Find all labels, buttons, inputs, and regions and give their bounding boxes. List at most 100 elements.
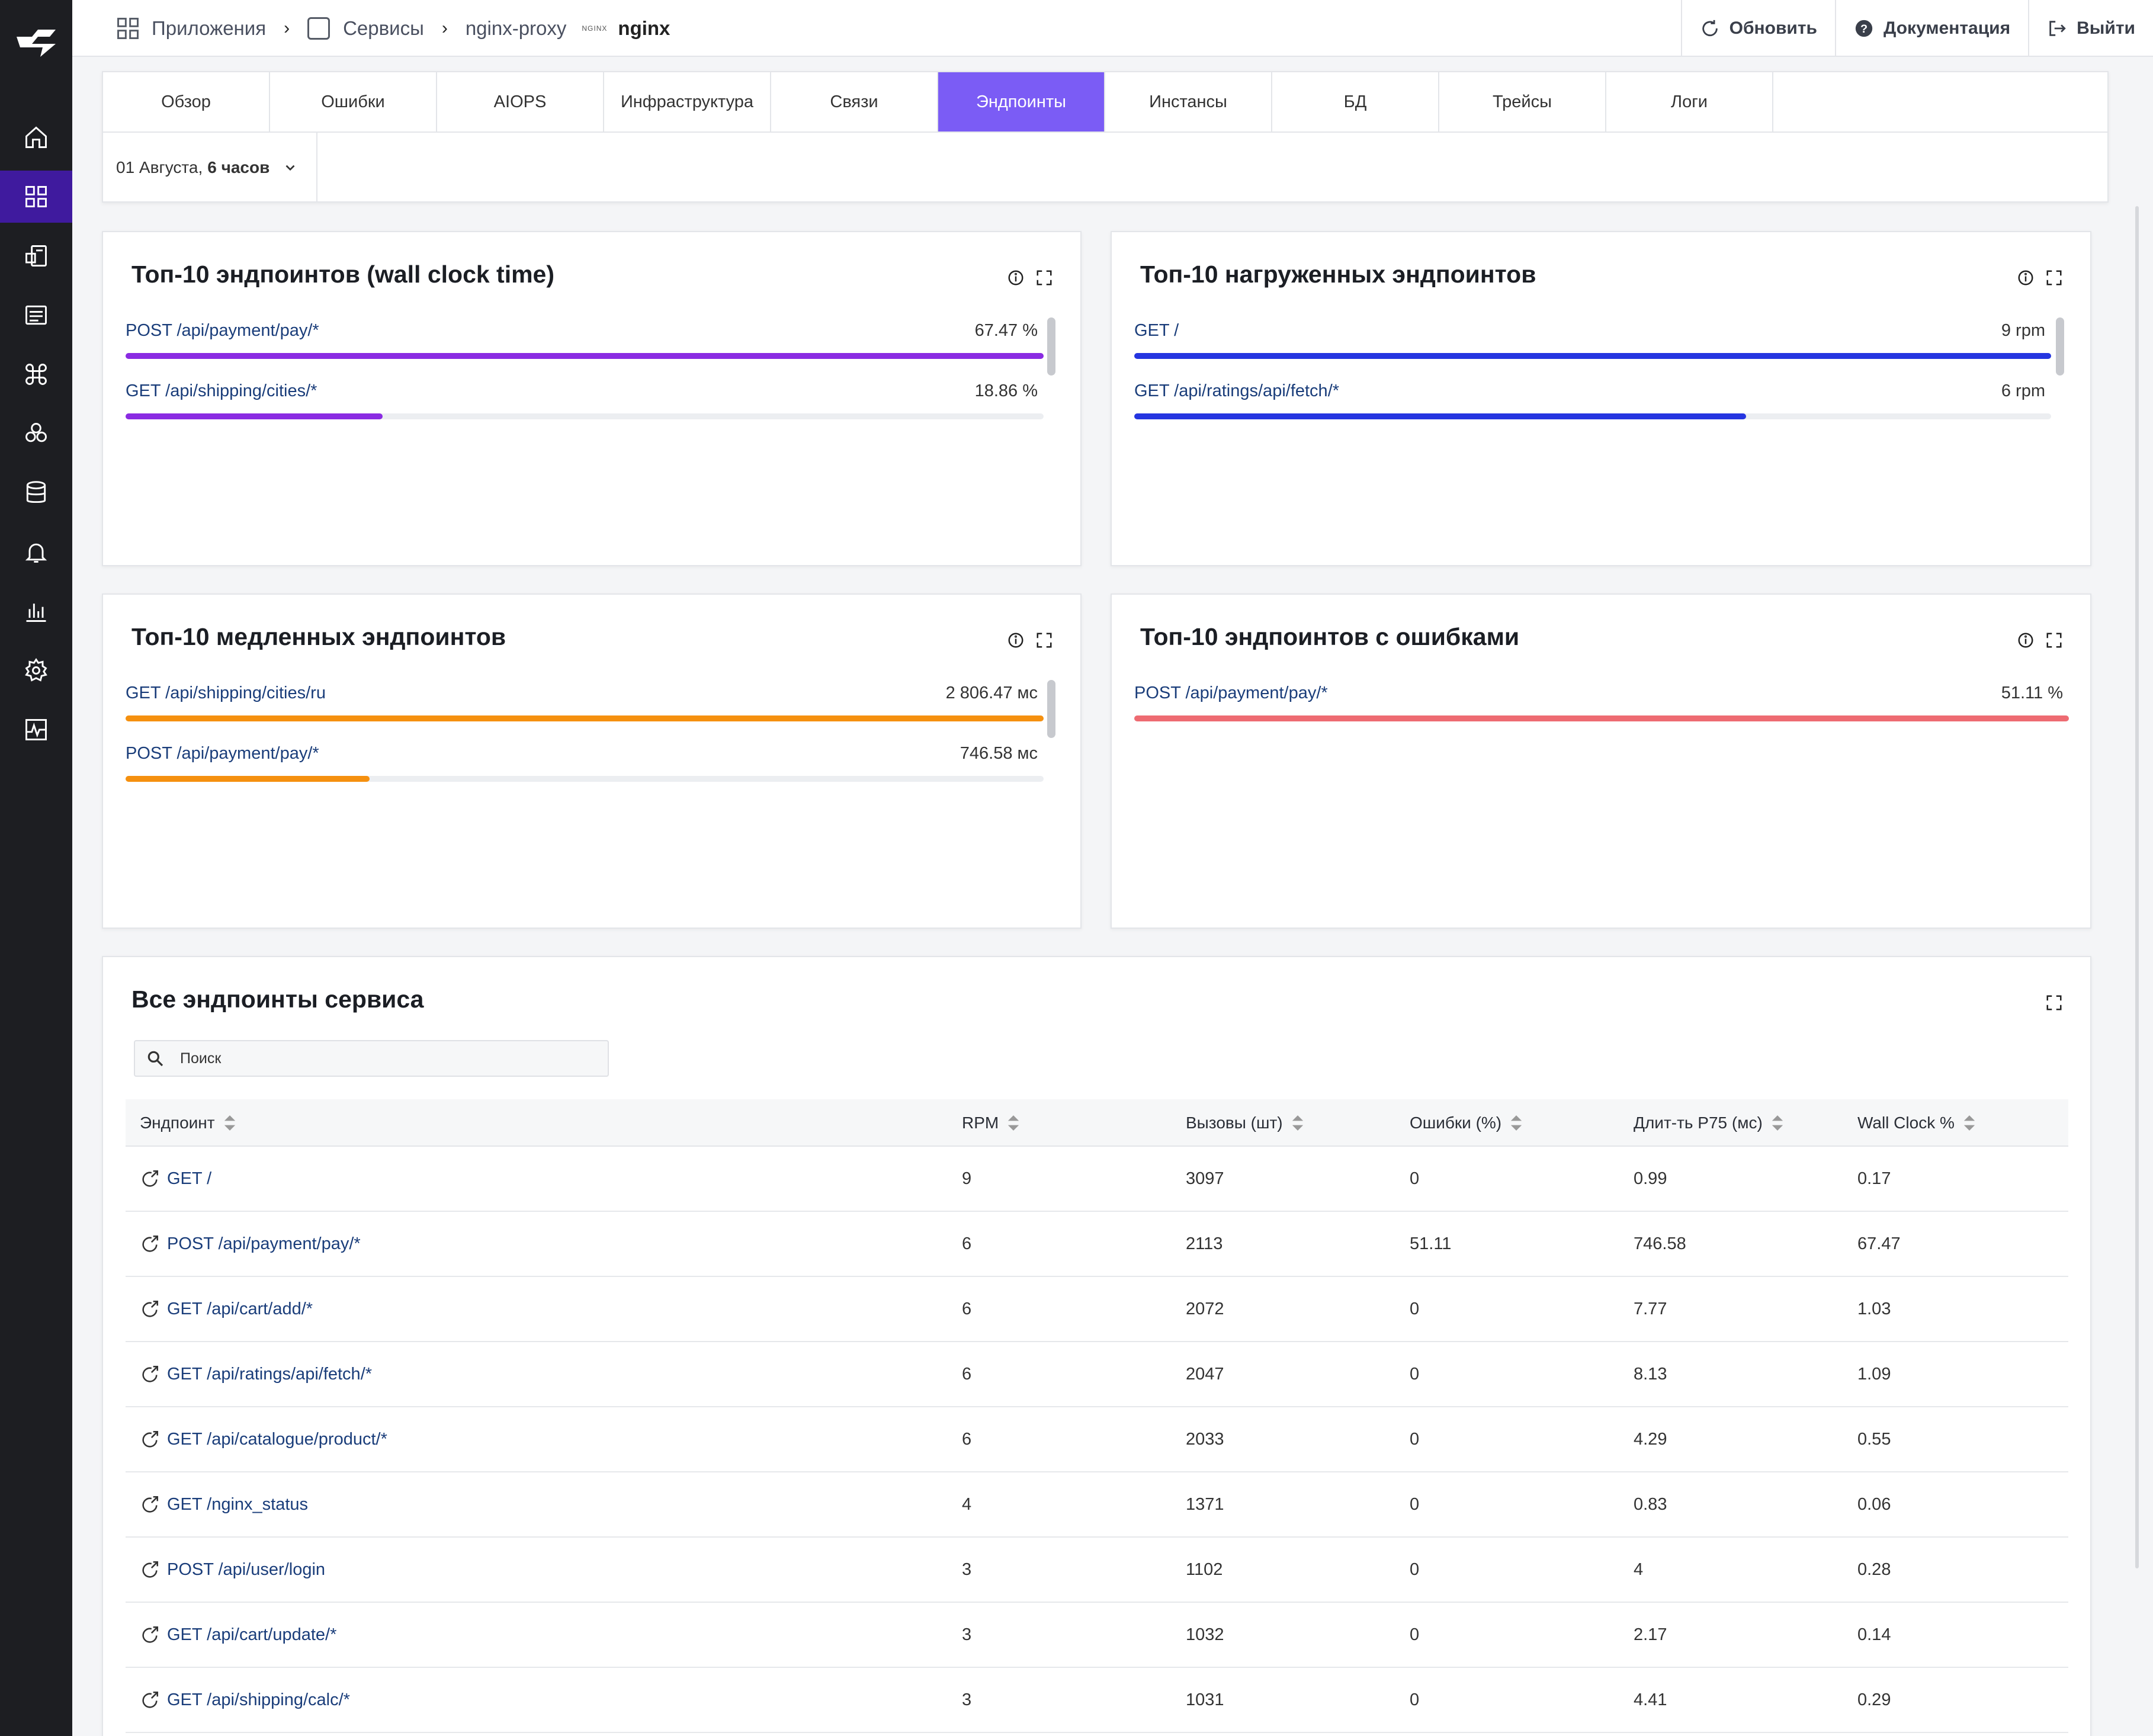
date-range-picker[interactable]: 01 Августа, 6 часов <box>103 133 317 203</box>
endpoint-cell[interactable]: GET /api/shipping/calc/* <box>140 1668 350 1732</box>
sidebar-item-integrations[interactable] <box>0 348 72 400</box>
tab-aiops[interactable]: AIOPS <box>437 72 604 131</box>
gear-icon <box>25 658 47 682</box>
command-icon <box>25 364 47 385</box>
endpoint-cell[interactable]: GET / <box>140 1147 211 1211</box>
endpoint-link[interactable]: GET / <box>1134 321 1179 340</box>
logout-icon <box>2049 21 2066 36</box>
endpoint-cell[interactable]: GET /nginx_status <box>140 1472 308 1536</box>
tab-errors[interactable]: Ошибки <box>270 72 437 131</box>
endpoint-icon <box>142 1691 159 1708</box>
endpoint-cell[interactable]: POST /api/user/login <box>140 1538 325 1602</box>
metric-value: 18.86 % <box>974 381 1038 400</box>
bar-row[interactable]: GET /api/ratings/api/fetch/* 6 rpm <box>1134 368 2051 426</box>
bar-row[interactable]: GET /api/shipping/cities/* 18.86 % <box>126 368 1044 426</box>
sidebar-item-apps[interactable] <box>0 171 72 223</box>
page-scrollbar[interactable] <box>2135 206 2139 1568</box>
bar-row[interactable]: POST /api/payment/pay/* 51.11 % <box>1134 670 2069 731</box>
rpm-cell: 4 <box>962 1494 972 1514</box>
scrollbar[interactable] <box>1047 317 1055 376</box>
column-header-duration[interactable]: Длит-ть P75 (мс) <box>1634 1099 1784 1147</box>
tab-endpoints[interactable]: Эндпоинты <box>938 72 1105 131</box>
sidebar-item-alerts[interactable] <box>0 526 72 578</box>
sidebar-item-home[interactable] <box>0 111 72 163</box>
column-header-wall-clock[interactable]: Wall Clock % <box>1857 1099 1976 1147</box>
info-icon[interactable] <box>2017 631 2035 649</box>
table-row[interactable]: GET /api/shipping/calc/* 3 1031 0 4.41 0.29 <box>126 1668 2068 1733</box>
breadcrumb-apps[interactable]: Приложения <box>152 17 267 39</box>
expand-icon[interactable] <box>2045 631 2063 649</box>
sort-icon <box>1510 1115 1522 1131</box>
endpoint-link[interactable]: POST /api/payment/pay/* <box>1134 684 1328 702</box>
docs-button[interactable]: ? Документация <box>1834 0 2028 57</box>
table-row[interactable]: GET /api/ratings/api/fetch/* 6 2047 0 8.13 1.… <box>126 1342 2068 1407</box>
table-row[interactable]: GET / 9 3097 0 0.99 0.17 <box>126 1147 2068 1212</box>
tab-overview[interactable]: Обзор <box>103 72 270 131</box>
table-row[interactable]: POST /api/payment/pay/* 6 2113 51.11 746.58 6… <box>126 1212 2068 1277</box>
search-input[interactable] <box>180 1050 583 1067</box>
tab-db[interactable]: БД <box>1272 72 1439 131</box>
endpoint-cell[interactable]: GET /api/cart/add/* <box>140 1277 313 1341</box>
docs-label: Документация <box>1883 18 2011 38</box>
sidebar-item-clusters[interactable] <box>0 407 72 460</box>
bar-chart-icon <box>26 604 46 622</box>
sidebar-item-services[interactable] <box>0 230 72 282</box>
sidebar-item-analytics[interactable] <box>0 585 72 637</box>
date-label: 01 Августа, <box>116 158 203 177</box>
endpoint-cell[interactable]: GET /api/ratings/api/fetch/* <box>140 1342 372 1406</box>
bar-row[interactable]: GET /api/shipping/cities/ru 2 806.47 мс <box>126 670 1044 731</box>
metric-value: 51.11 % <box>2001 684 2063 702</box>
breadcrumb-service[interactable]: nginx-proxy <box>465 17 567 39</box>
expand-icon[interactable] <box>2045 269 2063 287</box>
tab-links[interactable]: Связи <box>771 72 938 131</box>
bar-row[interactable]: POST /api/payment/pay/* 746.58 мс <box>126 731 1044 789</box>
scrollbar[interactable] <box>1047 680 1055 738</box>
info-icon[interactable] <box>1007 631 1025 649</box>
expand-icon[interactable] <box>1035 269 1053 287</box>
logout-button[interactable]: Выйти <box>2028 0 2153 57</box>
endpoint-link[interactable]: GET /api/ratings/api/fetch/* <box>1134 381 1340 400</box>
logout-label: Выйти <box>2077 18 2135 38</box>
sidebar-item-monitoring[interactable] <box>0 704 72 756</box>
table-row[interactable]: GET /api/cart/update/* 3 1032 0 2.17 0.14 <box>126 1603 2068 1668</box>
scrollbar[interactable] <box>2056 317 2064 376</box>
endpoint-link[interactable]: GET /api/shipping/cities/ru <box>126 684 326 702</box>
table-row[interactable]: GET /api/cart/add/* 6 2072 0 7.77 1.03 <box>126 1277 2068 1342</box>
table-row[interactable]: GET /api/catalogue/product/* 6 2033 0 4.29 0.… <box>126 1407 2068 1472</box>
tab-logs[interactable]: Логи <box>1606 72 1773 131</box>
sidebar-item-databases[interactable] <box>0 467 72 519</box>
endpoint-link[interactable]: GET /api/shipping/cities/* <box>126 381 317 400</box>
tab-traces[interactable]: Трейсы <box>1439 72 1606 131</box>
logo-icon[interactable] <box>14 20 58 62</box>
expand-icon[interactable] <box>1035 631 1053 649</box>
bar-row[interactable]: GET / 9 rpm <box>1134 308 2051 368</box>
sidebar-item-logs[interactable] <box>0 289 72 341</box>
column-header-rpm[interactable]: RPM <box>962 1099 1020 1147</box>
endpoint-icon <box>142 1365 159 1382</box>
tabs-panel: Обзор Ошибки AIOPS Инфраструктура Связи … <box>102 71 2109 203</box>
errors-cell: 0 <box>1410 1559 1420 1579</box>
endpoint-cell[interactable]: POST /api/payment/pay/* <box>140 1212 361 1276</box>
info-icon[interactable] <box>1007 269 1025 287</box>
expand-icon[interactable] <box>2045 994 2063 1012</box>
column-header-calls[interactable]: Вызовы (шт) <box>1186 1099 1304 1147</box>
endpoint-cell[interactable]: GET /api/cart/update/* <box>140 1603 336 1667</box>
bar-track <box>126 353 1044 359</box>
table-row[interactable]: GET /nginx_status 4 1371 0 0.83 0.06 <box>126 1472 2068 1538</box>
refresh-button[interactable]: Обновить <box>1680 0 1835 57</box>
column-header-endpoint[interactable]: Эндпоинт <box>140 1099 236 1147</box>
tab-instances[interactable]: Инстансы <box>1105 72 1272 131</box>
endpoint-cell[interactable]: GET /api/catalogue/product/* <box>140 1407 387 1471</box>
info-icon[interactable] <box>2017 269 2035 287</box>
sidebar-item-settings[interactable] <box>0 644 72 697</box>
duration-cell: 0.99 <box>1634 1169 1667 1188</box>
breadcrumb-services[interactable]: Сервисы <box>343 17 424 39</box>
column-header-errors[interactable]: Ошибки (%) <box>1410 1099 1523 1147</box>
table-row[interactable]: POST /api/user/login 3 1102 0 4 0.28 <box>126 1538 2068 1603</box>
endpoint-link[interactable]: POST /api/payment/pay/* <box>126 321 319 340</box>
endpoint-link[interactable]: POST /api/payment/pay/* <box>126 744 319 763</box>
tab-infrastructure[interactable]: Инфраструктура <box>604 72 771 131</box>
database-icon <box>26 481 46 503</box>
bar-row[interactable]: POST /api/payment/pay/* 67.47 % <box>126 308 1044 368</box>
bar-list: GET / 9 rpm GET /api/ratings/api/fetch/* 6 … <box>1134 308 2051 426</box>
